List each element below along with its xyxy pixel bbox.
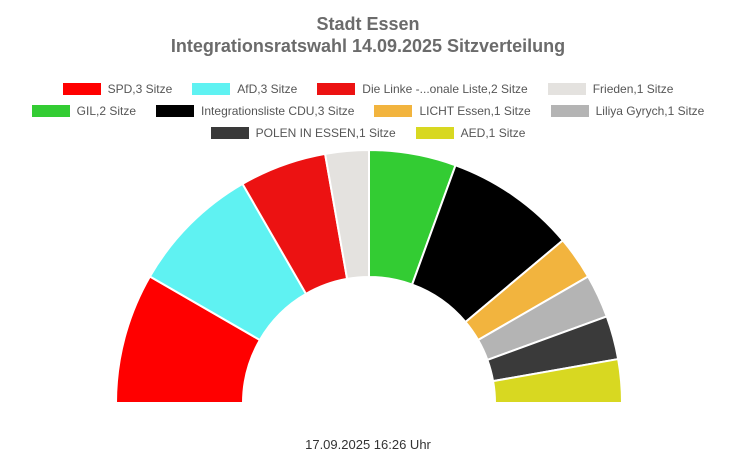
legend-swatch [31, 105, 70, 117]
legend-swatch [210, 127, 249, 139]
legend-item-spd[interactable]: SPD,3 Sitze [62, 82, 173, 96]
legend-item-polen-in-essen[interactable]: POLEN IN ESSEN,1 Sitze [210, 126, 396, 140]
chart-title-line1: Stadt Essen [316, 14, 420, 34]
legend-item-gil[interactable]: GIL,2 Sitze [31, 104, 137, 118]
chart-title: Stadt Essen Integrationsratswahl 14.09.2… [0, 13, 736, 57]
legend-swatch [547, 83, 586, 95]
legend-swatch [415, 127, 454, 139]
timestamp-text: 17.09.2025 16:26 Uhr [305, 437, 431, 452]
legend-row: GIL,2 Sitze Integrationsliste CDU,3 Sitze… [0, 100, 736, 122]
legend-item-die-linke-onale-liste[interactable]: Die Linke -...onale Liste,2 Sitze [317, 82, 528, 96]
seat-distribution-chart [0, 145, 736, 415]
legend-item-aed[interactable]: AED,1 Sitze [415, 126, 526, 140]
legend-swatch [62, 83, 101, 95]
legend-swatch [317, 83, 356, 95]
legend-item-licht-essen[interactable]: LICHT Essen,1 Sitze [374, 104, 531, 118]
legend-label: Liliya Gyrych,1 Sitze [595, 104, 705, 118]
legend-label: Frieden,1 Sitze [592, 82, 674, 96]
legend-label: GIL,2 Sitze [76, 104, 137, 118]
legend-swatch [550, 105, 589, 117]
legend-row: SPD,3 Sitze AfD,3 Sitze Die Linke -...onal… [0, 78, 736, 100]
legend-label: SPD,3 Sitze [107, 82, 173, 96]
legend-swatch [192, 83, 231, 95]
legend-item-afd[interactable]: AfD,3 Sitze [192, 82, 297, 96]
legend-swatch [156, 105, 195, 117]
legend-label: POLEN IN ESSEN,1 Sitze [255, 126, 396, 140]
legend-swatch [374, 105, 413, 117]
chart-segment-aed[interactable] [492, 358, 623, 404]
legend-label: AfD,3 Sitze [237, 82, 298, 96]
legend-item-frieden[interactable]: Frieden,1 Sitze [547, 82, 674, 96]
legend-row: POLEN IN ESSEN,1 Sitze AED,1 Sitze [0, 122, 736, 144]
chart-legend: SPD,3 Sitze AfD,3 Sitze Die Linke -...onal… [0, 78, 736, 144]
legend-item-liliya-gyrych[interactable]: Liliya Gyrych,1 Sitze [550, 104, 705, 118]
legend-label: LICHT Essen,1 Sitze [419, 104, 531, 118]
legend-item-integrationsliste-cdu[interactable]: Integrationsliste CDU,3 Sitze [156, 104, 354, 118]
legend-label: Integrationsliste CDU,3 Sitze [201, 104, 355, 118]
legend-label: AED,1 Sitze [460, 126, 526, 140]
legend-label: Die Linke -...onale Liste,2 Sitze [362, 82, 528, 96]
chart-title-line2: Integrationsratswahl 14.09.2025 Sitzvert… [170, 36, 566, 56]
